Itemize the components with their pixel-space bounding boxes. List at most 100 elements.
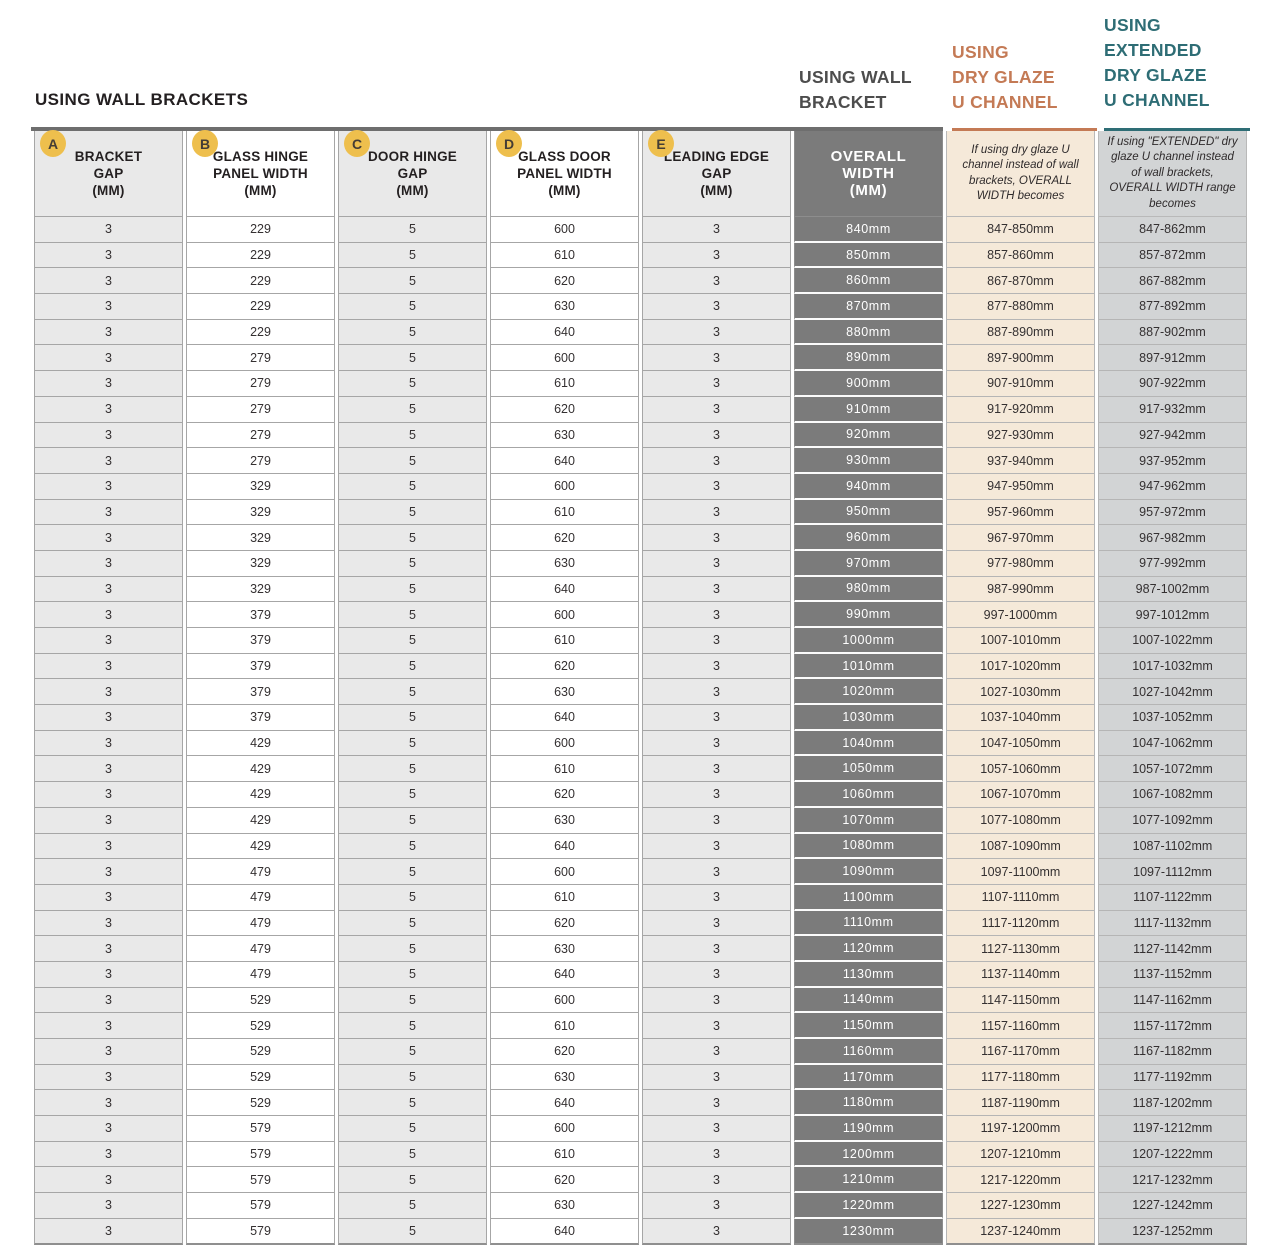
cell-extended-dry-glaze-width: 937-952mm	[1098, 448, 1247, 474]
cell-glass-door-panel-width: 600	[490, 345, 639, 372]
cell-overall-width: 1080mm	[794, 833, 943, 860]
cell-overall-width: 1050mm	[794, 756, 943, 783]
cell-door-hinge-gap: 5	[338, 884, 487, 911]
cell-bracket-gap: 3	[34, 1141, 183, 1168]
group-title-dry-glaze-u-channel: USING DRY GLAZE U CHANNEL	[952, 42, 1058, 112]
cell-overall-width: 880mm	[794, 319, 943, 346]
cell-glass-door-panel-width: 630	[490, 550, 639, 577]
cell-glass-hinge-panel-width: 429	[186, 730, 335, 757]
cell-leading-edge-gap: 3	[642, 987, 791, 1014]
cell-leading-edge-gap: 3	[642, 602, 791, 628]
cell-door-hinge-gap: 5	[338, 576, 487, 603]
table-row: 3 329 5 640 3 980mm 987-990mm 987-1002mm	[34, 576, 1247, 603]
cell-dry-glaze-width: 927-930mm	[946, 422, 1095, 449]
cell-bracket-gap: 3	[34, 705, 183, 731]
cell-glass-door-panel-width: 610	[490, 1013, 639, 1039]
group-title-extended-dry-glaze-u-channel: USING EXTENDED DRY GLAZE U CHANNEL	[1104, 15, 1210, 110]
cell-glass-hinge-panel-width: 329	[186, 499, 335, 526]
cell-extended-dry-glaze-width: 1187-1202mm	[1098, 1090, 1247, 1117]
cell-door-hinge-gap: 5	[338, 242, 487, 269]
cell-overall-width: 950mm	[794, 499, 943, 526]
cell-leading-edge-gap: 3	[642, 653, 791, 680]
cell-dry-glaze-width: 1217-1220mm	[946, 1167, 1095, 1194]
cell-glass-hinge-panel-width: 529	[186, 1064, 335, 1091]
cell-bracket-gap: 3	[34, 371, 183, 397]
cell-bracket-gap: 3	[34, 782, 183, 808]
cell-dry-glaze-width: 1047-1050mm	[946, 730, 1095, 757]
cell-glass-hinge-panel-width: 329	[186, 525, 335, 551]
cell-glass-hinge-panel-width: 429	[186, 807, 335, 834]
cell-dry-glaze-width: 937-940mm	[946, 448, 1095, 474]
table-row: 3 479 5 640 3 1130mm 1137-1140mm 1137-1152mm	[34, 961, 1247, 988]
cell-glass-hinge-panel-width: 479	[186, 961, 335, 988]
cell-glass-door-panel-width: 610	[490, 756, 639, 783]
cell-glass-hinge-panel-width: 379	[186, 679, 335, 706]
cell-dry-glaze-width: 957-960mm	[946, 499, 1095, 526]
cell-dry-glaze-width: 1057-1060mm	[946, 756, 1095, 783]
cell-extended-dry-glaze-width: 1047-1062mm	[1098, 730, 1247, 757]
table-row: 3 329 5 600 3 940mm 947-950mm 947-962mm	[34, 473, 1247, 500]
cell-glass-hinge-panel-width: 279	[186, 371, 335, 397]
cell-overall-width: 920mm	[794, 422, 943, 449]
cell-door-hinge-gap: 5	[338, 756, 487, 783]
cell-door-hinge-gap: 5	[338, 345, 487, 372]
cell-door-hinge-gap: 5	[338, 859, 487, 885]
cell-glass-door-panel-width: 600	[490, 473, 639, 500]
cell-glass-hinge-panel-width: 579	[186, 1167, 335, 1194]
cell-glass-door-panel-width: 630	[490, 294, 639, 320]
cell-overall-width: 970mm	[794, 550, 943, 577]
cell-glass-hinge-panel-width: 229	[186, 242, 335, 269]
cell-extended-dry-glaze-width: 977-992mm	[1098, 550, 1247, 577]
cell-door-hinge-gap: 5	[338, 936, 487, 962]
cell-dry-glaze-width: 1157-1160mm	[946, 1013, 1095, 1039]
table-row: 3 379 5 630 3 1020mm 1027-1030mm 1027-1042mm	[34, 679, 1247, 706]
cell-door-hinge-gap: 5	[338, 807, 487, 834]
cell-leading-edge-gap: 3	[642, 576, 791, 603]
cell-glass-hinge-panel-width: 429	[186, 782, 335, 808]
cell-leading-edge-gap: 3	[642, 422, 791, 449]
cell-dry-glaze-width: 1117-1120mm	[946, 910, 1095, 937]
cell-dry-glaze-width: 1077-1080mm	[946, 807, 1095, 834]
cell-door-hinge-gap: 5	[338, 473, 487, 500]
cell-bracket-gap: 3	[34, 576, 183, 603]
table-row: 3 479 5 630 3 1120mm 1127-1130mm 1127-1142mm	[34, 936, 1247, 962]
cell-glass-door-panel-width: 640	[490, 576, 639, 603]
cell-glass-hinge-panel-width: 479	[186, 859, 335, 885]
table-row: 3 429 5 640 3 1080mm 1087-1090mm 1087-1102mm	[34, 833, 1247, 860]
cell-extended-dry-glaze-width: 1067-1082mm	[1098, 782, 1247, 808]
cell-glass-hinge-panel-width: 479	[186, 884, 335, 911]
table-row: 3 279 5 630 3 920mm 927-930mm 927-942mm	[34, 422, 1247, 449]
cell-overall-width: 1170mm	[794, 1064, 943, 1091]
cell-overall-width: 1200mm	[794, 1141, 943, 1168]
cell-glass-hinge-panel-width: 579	[186, 1141, 335, 1168]
cell-dry-glaze-width: 1087-1090mm	[946, 833, 1095, 860]
section-title: USING WALL BRACKETS	[35, 90, 249, 109]
cell-glass-door-panel-width: 620	[490, 396, 639, 423]
table-row: 3 379 5 610 3 1000mm 1007-1010mm 1007-1022mm	[34, 628, 1247, 654]
cell-leading-edge-gap: 3	[642, 936, 791, 962]
cell-leading-edge-gap: 3	[642, 1090, 791, 1117]
cell-leading-edge-gap: 3	[642, 833, 791, 860]
cell-door-hinge-gap: 5	[338, 961, 487, 988]
cell-extended-dry-glaze-width: 1147-1162mm	[1098, 987, 1247, 1014]
cell-door-hinge-gap: 5	[338, 1218, 487, 1245]
cell-glass-hinge-panel-width: 229	[186, 217, 335, 243]
cell-overall-width: 930mm	[794, 448, 943, 474]
cell-glass-door-panel-width: 640	[490, 319, 639, 346]
column-badge-c: C	[344, 130, 370, 157]
cell-bracket-gap: 3	[34, 242, 183, 269]
cell-glass-door-panel-width: 630	[490, 1064, 639, 1091]
cell-glass-hinge-panel-width: 279	[186, 345, 335, 372]
table-row: 3 329 5 610 3 950mm 957-960mm 957-972mm	[34, 499, 1247, 526]
cell-leading-edge-gap: 3	[642, 679, 791, 706]
table-row: 3 429 5 610 3 1050mm 1057-1060mm 1057-1072mm	[34, 756, 1247, 783]
cell-glass-hinge-panel-width: 579	[186, 1193, 335, 1219]
cell-leading-edge-gap: 3	[642, 961, 791, 988]
table-row: 3 229 5 600 3 840mm 847-850mm 847-862mm	[34, 217, 1247, 243]
cell-glass-door-panel-width: 600	[490, 859, 639, 885]
cell-leading-edge-gap: 3	[642, 705, 791, 731]
header-dry-glaze-width: If using dry glaze U channel instead of …	[946, 131, 1095, 217]
cell-dry-glaze-width: 1097-1100mm	[946, 859, 1095, 885]
table-row: 3 279 5 610 3 900mm 907-910mm 907-922mm	[34, 371, 1247, 397]
cell-bracket-gap: 3	[34, 936, 183, 962]
